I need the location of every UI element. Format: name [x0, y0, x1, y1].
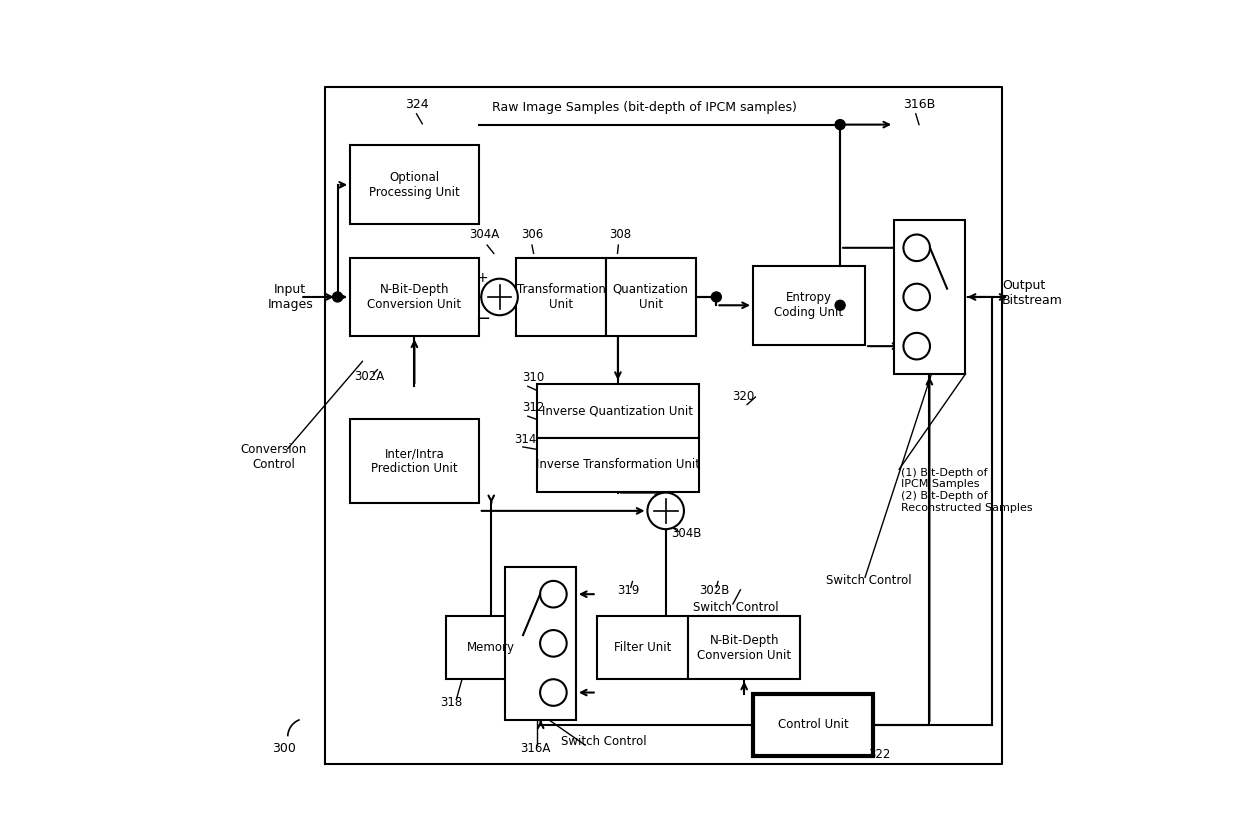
Text: Switch Control: Switch Control — [693, 601, 779, 613]
Bar — [445, 617, 537, 679]
Text: Inverse Quantization Unit: Inverse Quantization Unit — [542, 404, 693, 417]
Text: 304A: 304A — [470, 228, 500, 242]
Circle shape — [836, 120, 846, 129]
Text: Entropy
Coding Unit: Entropy Coding Unit — [775, 291, 843, 320]
Text: (1) Bit-Depth of
IPCM Samples
(2) Bit-Depth of
Reconstructed Samples: (1) Bit-Depth of IPCM Samples (2) Bit-De… — [900, 467, 1033, 513]
Text: N-Bit-Depth
Conversion Unit: N-Bit-Depth Conversion Unit — [367, 283, 461, 311]
Bar — [688, 617, 800, 679]
Text: 304B: 304B — [671, 528, 702, 540]
Bar — [753, 266, 866, 345]
Circle shape — [481, 279, 518, 315]
Bar — [596, 617, 688, 679]
Text: 310: 310 — [522, 372, 544, 384]
Text: 316B: 316B — [903, 98, 935, 111]
Bar — [537, 383, 699, 438]
Text: Inter/Intra
Prediction Unit: Inter/Intra Prediction Unit — [371, 447, 458, 475]
Circle shape — [712, 292, 722, 302]
Bar — [894, 220, 965, 374]
Circle shape — [904, 333, 930, 359]
Text: Transformation
Unit: Transformation Unit — [517, 283, 605, 311]
Text: −: − — [475, 310, 490, 328]
Circle shape — [904, 284, 930, 310]
Text: +: + — [476, 271, 487, 285]
Text: Conversion
Control: Conversion Control — [241, 443, 306, 471]
Circle shape — [332, 292, 342, 302]
Text: 300: 300 — [272, 742, 295, 755]
Text: 302B: 302B — [699, 584, 730, 597]
Circle shape — [836, 300, 846, 310]
Text: N-Bit-Depth
Conversion Unit: N-Bit-Depth Conversion Unit — [697, 633, 791, 661]
Text: 324: 324 — [404, 98, 428, 111]
Text: 318: 318 — [440, 696, 463, 709]
Bar — [606, 258, 696, 336]
Bar — [350, 420, 479, 503]
Bar — [753, 694, 873, 756]
Text: 319: 319 — [618, 584, 640, 597]
Text: 302A: 302A — [353, 370, 384, 383]
Text: Memory: Memory — [467, 641, 516, 654]
Text: Output
Bitstream: Output Bitstream — [1002, 279, 1063, 307]
Text: Filter Unit: Filter Unit — [614, 641, 671, 654]
Text: 308: 308 — [609, 228, 631, 242]
Text: 316A: 316A — [520, 742, 551, 755]
Circle shape — [647, 492, 684, 529]
Text: 312: 312 — [522, 401, 544, 414]
Text: Control Unit: Control Unit — [777, 718, 848, 732]
Text: Inverse Transformation Unit: Inverse Transformation Unit — [536, 458, 699, 472]
Text: Raw Image Samples (bit-depth of IPCM samples): Raw Image Samples (bit-depth of IPCM sam… — [492, 102, 797, 114]
Text: Optional
Processing Unit: Optional Processing Unit — [370, 171, 460, 199]
Text: Switch Control: Switch Control — [560, 735, 646, 748]
Text: Switch Control: Switch Control — [826, 574, 911, 587]
Circle shape — [541, 630, 567, 657]
Text: 314: 314 — [515, 433, 537, 446]
Bar — [537, 438, 699, 492]
Circle shape — [541, 680, 567, 706]
Text: 320: 320 — [732, 389, 754, 403]
Circle shape — [904, 235, 930, 261]
Circle shape — [541, 581, 567, 607]
Text: Input
Images: Input Images — [268, 283, 314, 311]
Bar — [350, 258, 479, 336]
Text: Quantization
Unit: Quantization Unit — [613, 283, 688, 311]
Bar — [350, 145, 479, 224]
Bar — [506, 566, 575, 720]
Bar — [516, 258, 606, 336]
Text: 306: 306 — [521, 228, 543, 242]
Text: 322: 322 — [868, 748, 890, 761]
